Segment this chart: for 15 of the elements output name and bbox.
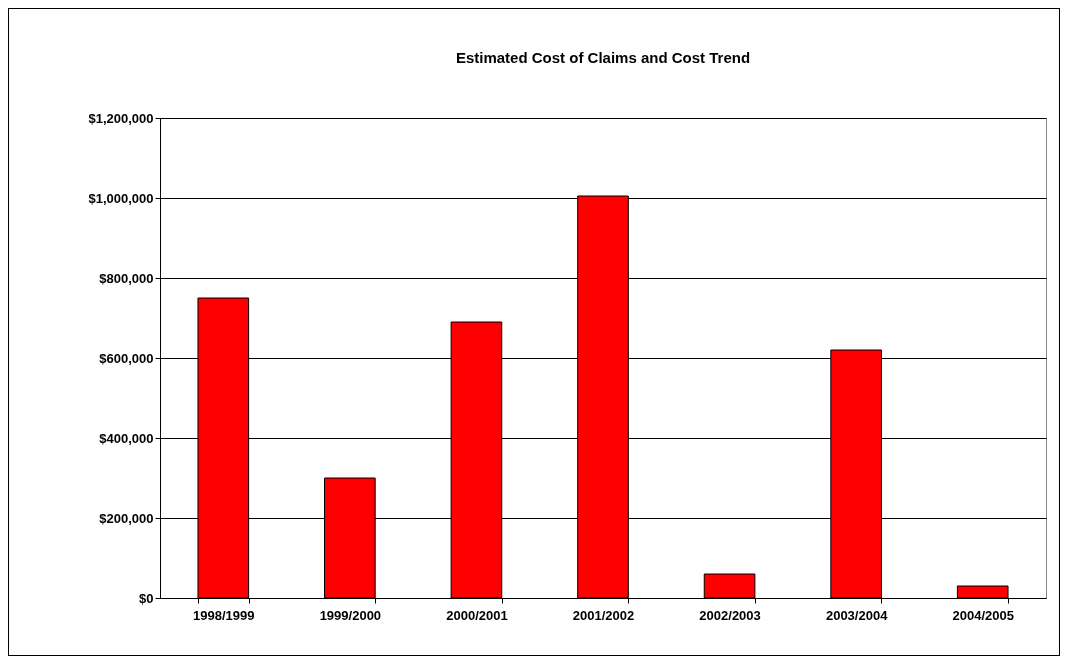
- y-tick-label: $400,000: [99, 430, 154, 446]
- x-tick-label: 2000/2001: [446, 607, 508, 623]
- x-tick-label: 2002/2003: [699, 607, 761, 623]
- y-tick-label: $600,000: [99, 350, 154, 366]
- x-tick-label: 1998/1999: [193, 607, 255, 623]
- y-tick-label: $0: [139, 590, 154, 606]
- y-tick-label: $800,000: [99, 270, 154, 286]
- chart-title: Estimated Cost of Claims and Cost Trend: [455, 49, 751, 66]
- x-tick-label: 2003/2004: [825, 607, 889, 623]
- x-tick-label: 2001/2002: [572, 607, 635, 623]
- y-tick-label: $1,000,000: [88, 190, 154, 206]
- y-tick-label: $1,200,000: [88, 110, 154, 126]
- y-tick-label: $200,000: [99, 510, 154, 526]
- x-tick-label: 1999/2000: [319, 607, 382, 623]
- x-tick-label: 2004/2005: [952, 607, 1014, 623]
